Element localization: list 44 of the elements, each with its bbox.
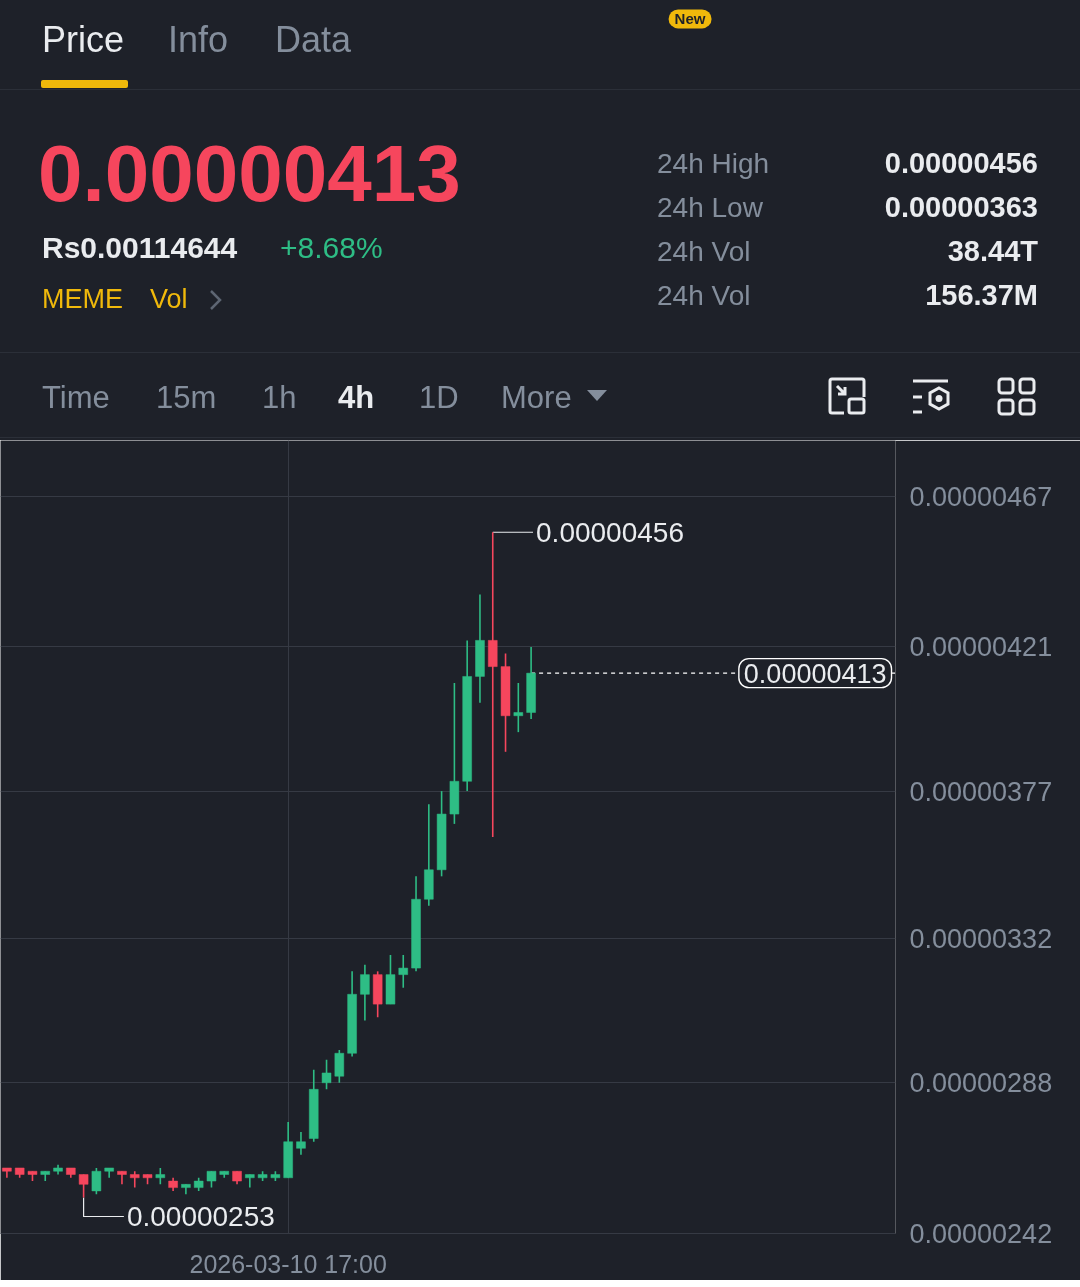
text: 38.44T [947,235,1038,269]
y-tick-label: 0.00000467 [909,481,1053,512]
candlestick [321,1059,332,1091]
text: Time [42,380,110,416]
candlestick [245,1173,255,1189]
y-tick-label: 0.00000377 [909,776,1053,807]
candlestick [78,1173,89,1199]
candlestick [130,1170,140,1189]
text: 15m [156,380,217,416]
y-tick-label: 0.00000288 [909,1068,1053,1099]
candlestick [360,964,370,1022]
annotation: 0.00000456 [536,516,684,548]
candlestick [513,682,524,733]
text: 4h [338,380,375,416]
text: 1h [262,380,297,416]
annotation: 0.00000253 [126,1200,275,1232]
text: 24h Low [657,191,763,225]
text: 24h Vol [657,279,751,313]
candlestick [398,954,408,989]
text: MEME [42,284,123,316]
y-tick-label: 0.00000421 [909,632,1053,663]
text: Data [275,19,352,61]
y-tick-label: 0.00000332 [909,924,1053,955]
text: More [501,380,572,416]
text: 0.00000413 [38,128,461,220]
text: 1D [419,380,459,416]
ref-line-label: 0.00000413 [743,658,887,689]
text: Vol [150,284,188,316]
text: 24h High [657,147,770,181]
candlestick [488,531,498,838]
text: +8.68% [280,230,383,266]
text: 24h Vol [657,235,751,269]
text: Info [168,19,229,61]
text: Rs0.00114644 [42,230,238,266]
text: Price [42,19,125,61]
candlestick [334,1049,345,1084]
text: 0.00000456 [884,147,1038,181]
text: 156.37M [925,279,1038,313]
x-tick-label: 2026-03-10 17:00 [189,1249,387,1278]
y-tick-label: 0.00000242 [909,1219,1053,1249]
text: New [668,9,712,29]
candlestick [91,1167,102,1195]
text: 0.00000363 [884,191,1038,225]
candlestick [296,1131,306,1156]
